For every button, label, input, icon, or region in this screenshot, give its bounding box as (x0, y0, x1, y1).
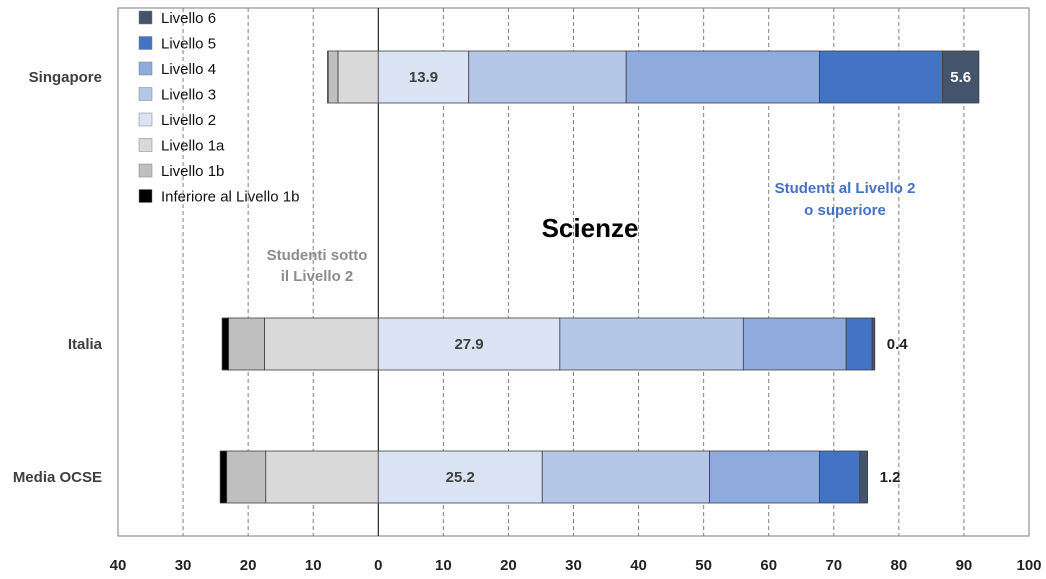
x-tick-label: 90 (956, 557, 973, 574)
bar-segment (819, 450, 861, 504)
data-label-level6: 0.4 (887, 336, 909, 353)
x-tick-label: 20 (500, 557, 517, 574)
x-tick-label: 60 (760, 557, 777, 574)
legend-swatch (138, 10, 153, 25)
category-label: Singapore (29, 69, 102, 86)
above-level2-label-line2: o superiore (804, 202, 886, 219)
bar-segment (845, 317, 873, 371)
above-level2-label-line1: Studenti al Livello 2 (775, 180, 916, 197)
x-tick-label: 30 (565, 557, 582, 574)
x-tick-label: 40 (630, 557, 647, 574)
legend-label: Livello 2 (161, 112, 216, 129)
bar-segment (871, 317, 876, 371)
bar-segment (709, 450, 820, 504)
below-level2-label-line2: il Livello 2 (281, 268, 354, 285)
legend-swatch (138, 163, 153, 178)
data-label-level6: 5.6 (950, 69, 971, 86)
bar-segment (377, 50, 470, 104)
data-label-level6: 1.2 (880, 469, 901, 486)
bar-segment (221, 317, 230, 371)
bar-segment (819, 50, 943, 104)
x-tick-label: 10 (435, 557, 452, 574)
bar-segment (942, 50, 980, 104)
legend-swatch (138, 112, 153, 127)
legend-label: Livello 1b (161, 163, 224, 180)
legend-label: Livello 4 (161, 61, 216, 78)
bar-segment (859, 450, 869, 504)
x-tick-label: 0 (374, 557, 382, 574)
bar-segment (327, 50, 339, 104)
data-label-level2: 13.9 (409, 69, 438, 86)
bar-segment (559, 317, 744, 371)
bar-segment (226, 450, 267, 504)
bars-group: 13.9 5.6 27.9 0.4 25.2 1.2 (219, 50, 980, 504)
bar-segment (377, 450, 543, 504)
category-label: Media OCSE (13, 469, 102, 486)
legend-swatch (138, 36, 153, 50)
x-tick-label: 40 (110, 557, 127, 574)
legend-label: Livello 3 (161, 87, 216, 104)
legend-swatch (138, 138, 153, 152)
bar-segment (541, 450, 710, 504)
data-label-level2: 27.9 (454, 336, 483, 353)
bar-segment (468, 50, 627, 104)
legend-label: Livello 1a (161, 138, 225, 155)
x-tick-label: 50 (695, 557, 712, 574)
x-tick-label: 70 (825, 557, 842, 574)
bar-segment (625, 50, 820, 104)
bar-segment (219, 450, 228, 504)
bar-segment (337, 50, 379, 104)
x-tick-label: 100 (1016, 557, 1041, 574)
bar-segment (228, 317, 265, 371)
chart-title: Scienze (542, 213, 639, 243)
bar-segment (264, 317, 379, 371)
x-tick-label: 80 (891, 557, 908, 574)
category-labels: Singapore Italia Media OCSE (13, 69, 103, 486)
bar-segment (377, 317, 561, 371)
bar-segment (327, 50, 329, 104)
x-tick-label: 30 (175, 557, 192, 574)
legend: Livello 6 Livello 5 Livello 4 Livello 3 Live… (138, 10, 299, 206)
bar-segment (265, 450, 379, 504)
legend-swatch (138, 189, 153, 203)
x-tick-label: 20 (240, 557, 257, 574)
bar-segment (742, 317, 847, 371)
legend-swatch (138, 61, 153, 76)
x-axis-ticks: 40 30 20 10 0 10 20 30 40 50 60 70 80 90 100 (110, 557, 1042, 574)
legend-swatch (138, 87, 153, 101)
legend-label: Inferiore al Livello 1b (161, 189, 299, 206)
data-label-level2: 25.2 (446, 469, 475, 486)
legend-label: Livello 6 (161, 10, 216, 27)
category-label: Italia (68, 336, 103, 353)
x-tick-label: 10 (305, 557, 322, 574)
legend-label: Livello 5 (161, 36, 216, 53)
below-level2-label-line1: Studenti sotto (267, 247, 368, 264)
